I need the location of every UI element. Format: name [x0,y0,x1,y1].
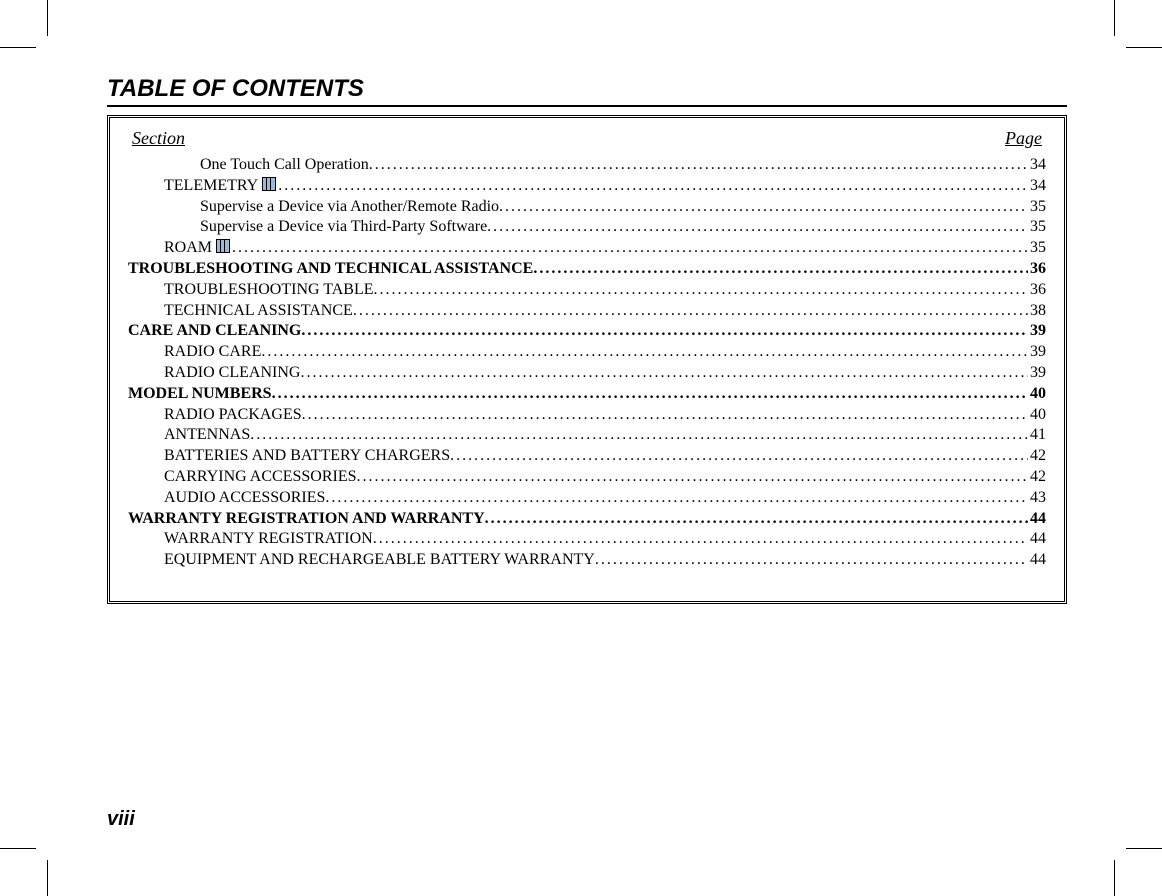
toc-entry-page: 35 [1028,238,1046,259]
crop-mark [1114,860,1115,896]
toc-entry-page: 36 [1028,259,1046,280]
toc-entry-page: 34 [1028,155,1046,176]
toc-leader-dots [272,384,1028,405]
toc-entry-page: 39 [1028,321,1046,342]
toc-entry-label: EQUIPMENT AND RECHARGEABLE BATTERY WARRA… [164,550,595,571]
crop-mark [47,860,48,896]
toc-entry-page: 35 [1028,197,1046,218]
toc-entry-label: ROAM [164,238,212,259]
crop-mark [0,848,36,849]
toc-row: TELEMETRY 34 [128,176,1046,197]
toc-entry-page: 38 [1028,301,1046,322]
page-number: viii [107,808,135,831]
toc-leader-dots [450,446,1028,467]
toc-entry-page: 42 [1028,446,1046,467]
toc-leader-dots [232,238,1028,259]
toc-row: WARRANTY REGISTRATION AND WARRANTY 44 [128,509,1046,530]
toc-leader-dots [369,155,1028,176]
toc-entry-label: RADIO CLEANING [164,363,300,384]
toc-header: Section Page [128,128,1046,149]
toc-row: CARRYING ACCESSORIES 42 [128,467,1046,488]
toc-entry-label: AUDIO ACCESSORIES [164,488,325,509]
toc-entry-label: RADIO PACKAGES [164,405,302,426]
toc-row: CARE AND CLEANING 39 [128,321,1046,342]
crop-mark [0,47,36,48]
toc-entry-label: CARE AND CLEANING [128,321,301,342]
toc-row: EQUIPMENT AND RECHARGEABLE BATTERY WARRA… [128,550,1046,571]
toc-leader-dots [278,176,1028,197]
toc-entry-label: TROUBLESHOOTING AND TECHNICAL ASSISTANCE [128,259,533,280]
toc-box: Section Page One Touch Call Operation 34… [107,115,1067,604]
toc-leader-dots [485,509,1028,530]
toc-entry-label: TROUBLESHOOTING TABLE [164,280,374,301]
crop-mark [1126,848,1162,849]
toc-entry-label: RADIO CARE [164,342,261,363]
toc-row: TROUBLESHOOTING TABLE 36 [128,280,1046,301]
toc-header-page: Page [1005,128,1042,149]
toc-entry-page: 39 [1028,363,1046,384]
toc-entry-label: BATTERIES AND BATTERY CHARGERS [164,446,450,467]
toc-row: AUDIO ACCESSORIES 43 [128,488,1046,509]
toc-leader-dots [374,280,1028,301]
toc-leader-dots [250,425,1028,446]
toc-row: WARRANTY REGISTRATION 44 [128,529,1046,550]
toc-entry-page: 34 [1028,176,1046,197]
toc-row: Supervise a Device via Another/Remote Ra… [128,197,1046,218]
toc-row: RADIO PACKAGES 40 [128,405,1046,426]
toc-leader-dots [301,321,1028,342]
toc-entry-label: ANTENNAS [164,425,250,446]
toc-row: Supervise a Device via Third-Party Softw… [128,217,1046,238]
toc-entry-label: TELEMETRY [164,176,258,197]
toc-entry-page: 40 [1028,384,1046,405]
toc-leader-dots [357,467,1029,488]
toc-entry-page: 36 [1028,280,1046,301]
page-title: TABLE OF CONTENTS [107,75,1067,107]
menu-bars-icon [216,239,230,253]
toc-entry-label: WARRANTY REGISTRATION AND WARRANTY [128,509,485,530]
toc-entry-page: 41 [1028,425,1046,446]
toc-entry-page: 44 [1028,529,1046,550]
toc-leader-dots [533,259,1028,280]
toc-entry-label: Supervise a Device via Third-Party Softw… [200,217,487,238]
toc-header-section: Section [132,128,185,149]
toc-row: TECHNICAL ASSISTANCE 38 [128,301,1046,322]
toc-leader-dots [595,550,1028,571]
toc-row: ANTENNAS 41 [128,425,1046,446]
menu-bars-icon [262,177,276,191]
toc-entry-page: 44 [1028,550,1046,571]
toc-entry-label: MODEL NUMBERS [128,384,272,405]
toc-entry-label: One Touch Call Operation [200,155,369,176]
toc-leader-dots [353,301,1028,322]
page-container: TABLE OF CONTENTS Section Page One Touch… [47,47,1115,849]
toc-row: MODEL NUMBERS 40 [128,384,1046,405]
toc-list: One Touch Call Operation 34TELEMETRY 34S… [128,155,1046,571]
toc-row: TROUBLESHOOTING AND TECHNICAL ASSISTANCE… [128,259,1046,280]
toc-leader-dots [300,363,1028,384]
toc-entry-label: TECHNICAL ASSISTANCE [164,301,353,322]
toc-entry-label: WARRANTY REGISTRATION [164,529,373,550]
toc-row: ROAM 35 [128,238,1046,259]
toc-row: One Touch Call Operation 34 [128,155,1046,176]
toc-leader-dots [302,405,1028,426]
toc-row: BATTERIES AND BATTERY CHARGERS 42 [128,446,1046,467]
crop-mark [47,0,48,36]
toc-entry-label: CARRYING ACCESSORIES [164,467,357,488]
toc-row: RADIO CARE 39 [128,342,1046,363]
toc-leader-dots [325,488,1028,509]
toc-leader-dots [373,529,1028,550]
toc-leader-dots [499,197,1028,218]
crop-mark [1126,47,1162,48]
toc-entry-page: 35 [1028,217,1046,238]
toc-leader-dots [261,342,1028,363]
toc-entry-label: Supervise a Device via Another/Remote Ra… [200,197,499,218]
toc-entry-page: 44 [1028,509,1046,530]
toc-entry-page: 43 [1028,488,1046,509]
toc-leader-dots [487,217,1028,238]
toc-entry-page: 39 [1028,342,1046,363]
crop-mark [1114,0,1115,36]
toc-entry-page: 42 [1028,467,1046,488]
toc-entry-page: 40 [1028,405,1046,426]
toc-row: RADIO CLEANING 39 [128,363,1046,384]
